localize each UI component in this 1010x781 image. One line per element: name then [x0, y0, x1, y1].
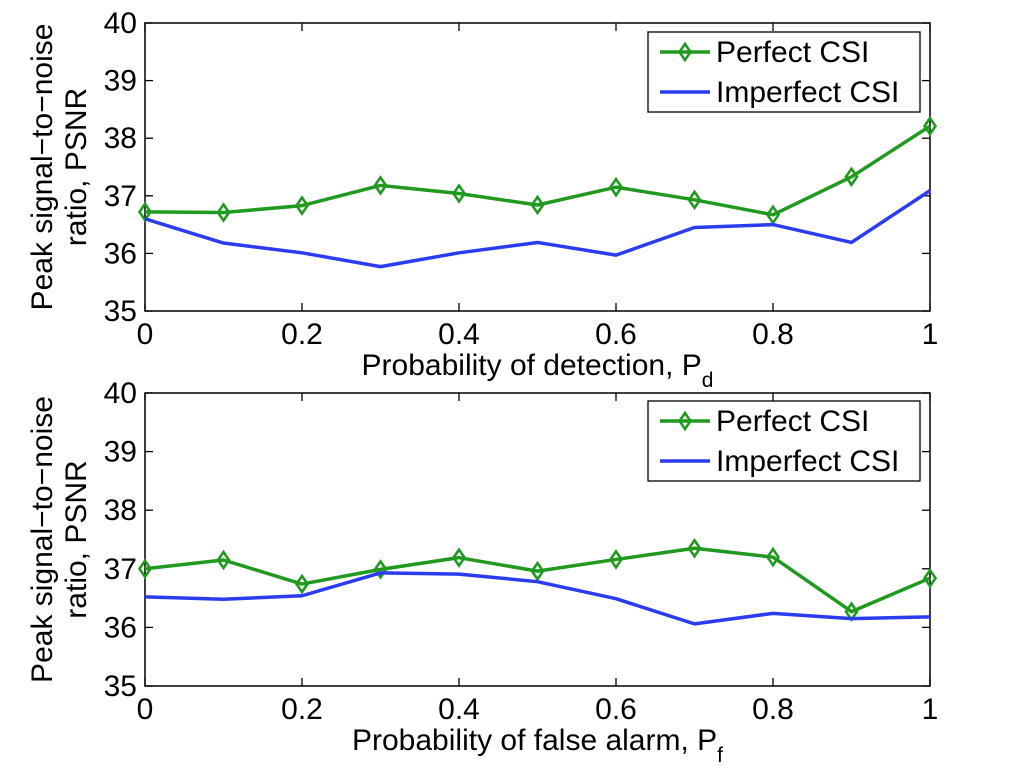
x-axis-label: Probability of detection, Pd	[362, 349, 714, 392]
y-axis-label-line1: Peak signal−to−noise	[26, 24, 59, 311]
legend-label: Perfect CSI	[716, 405, 869, 438]
data-point-perfect-csi	[922, 567, 938, 589]
x-tick-label: 0	[137, 693, 154, 726]
data-point-perfect-csi	[137, 558, 153, 580]
y-tick-label: 38	[104, 494, 137, 527]
series-line-perfect-csi	[144, 124, 931, 217]
series-line-imperfect-csi	[144, 571, 931, 626]
y-tick-label: 36	[104, 611, 137, 644]
x-tick-label: 0.4	[438, 318, 480, 351]
x-tick-label: 0.2	[281, 318, 323, 351]
data-point-perfect-csi	[373, 559, 388, 580]
x-tick-label: 0.8	[752, 318, 794, 351]
x-axis-label: Probability of false alarm, Pf	[352, 724, 723, 767]
legend-label: Imperfect CSI	[716, 76, 899, 109]
y-tick-label: 35	[104, 670, 137, 703]
data-point-perfect-csi	[687, 189, 702, 211]
plot-area	[144, 22, 931, 312]
x-tick-label: 0.4	[438, 693, 480, 726]
y-axis-label-line2: ratio, PSNR	[60, 88, 93, 246]
y-tick-label: 38	[104, 122, 137, 155]
legend-marker	[677, 41, 693, 63]
data-point-perfect-csi	[608, 176, 624, 198]
data-point-perfect-csi	[530, 194, 545, 216]
data-point-perfect-csi	[687, 537, 702, 559]
y-tick-label: 37	[104, 180, 137, 213]
legend-marker	[677, 410, 693, 432]
x-axis-label-subscript: d	[702, 369, 714, 392]
data-point-perfect-csi	[216, 202, 231, 223]
y-tick-label: 40	[104, 377, 137, 410]
y-tick-label: 36	[104, 237, 137, 270]
x-axis-label-text: Probability of false alarm, P	[352, 724, 717, 757]
data-point-perfect-csi	[922, 115, 938, 137]
y-tick-label: 37	[104, 553, 137, 586]
y-tick-label: 39	[104, 436, 137, 469]
data-point-perfect-csi	[765, 546, 781, 568]
data-point-perfect-csi	[608, 549, 624, 570]
legend: Perfect CSI Imperfect CSI	[647, 31, 921, 113]
y-tick-label: 35	[104, 295, 137, 328]
data-point-perfect-csi	[451, 547, 467, 568]
data-point-perfect-csi	[294, 195, 310, 216]
data-point-perfect-csi	[451, 183, 467, 204]
x-tick-label: 0.2	[281, 693, 323, 726]
x-axis-label-text: Probability of detection, P	[362, 349, 702, 382]
x-tick-label: 0.8	[752, 693, 794, 726]
x-axis-label-subscript: f	[717, 744, 723, 767]
data-point-perfect-csi	[373, 175, 388, 196]
data-point-perfect-csi	[216, 549, 231, 571]
y-axis-label-line2: ratio, PSNR	[60, 460, 93, 618]
y-tick-label: 40	[104, 7, 137, 40]
chart-panel-2: 0 0.2 0.4 0.6 0.8 1 35 36 37 38 39 40 Probability of…	[26, 377, 938, 767]
y-tick-label: 39	[104, 65, 137, 98]
chart-panel-1: 0 0.2 0.4 0.6 0.8 1 35 36 37 38 39 40 Probability of…	[26, 7, 938, 392]
y-axis-label-line1: Peak signal−to−noise	[26, 396, 59, 683]
series-line-perfect-csi	[144, 546, 931, 614]
data-point-perfect-csi	[765, 204, 781, 226]
legend-box	[647, 400, 921, 482]
legend-label: Perfect CSI	[716, 36, 869, 69]
data-point-perfect-csi	[844, 166, 859, 188]
x-tick-label: 1	[922, 693, 939, 726]
x-tick-label: 0.6	[595, 693, 637, 726]
data-point-perfect-csi	[530, 560, 545, 582]
legend-label: Imperfect CSI	[716, 445, 899, 478]
legend-box	[647, 31, 921, 113]
plot-area	[144, 392, 931, 687]
x-tick-label: 1	[922, 318, 939, 351]
x-tick-label: 0	[137, 318, 154, 351]
x-tick-label: 0.6	[595, 318, 637, 351]
data-point-perfect-csi	[294, 573, 310, 595]
series-line-imperfect-csi	[144, 189, 931, 269]
legend: Perfect CSI Imperfect CSI	[647, 400, 921, 482]
